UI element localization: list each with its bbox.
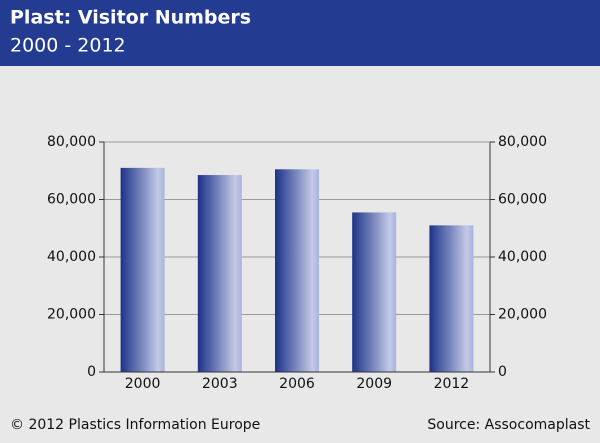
footer-right: Source: Assocomaplast [427,417,590,433]
bar [352,212,397,372]
bar [429,225,474,372]
x-tick-label: 2009 [356,376,392,392]
footer-left: © 2012 Plastics Information Europe [10,417,260,433]
y2-tick-label: 60,000 [498,192,547,208]
bar [120,167,165,372]
bar [274,169,320,372]
y-tick-label: 40,000 [47,249,96,265]
y-tick-label: 60,000 [47,192,96,208]
chart-title: Plast: Visitor Numbers [10,7,251,29]
bar [197,175,242,372]
y2-tick-label: 40,000 [498,249,547,265]
y2-tick-label: 20,000 [498,307,547,323]
x-tick-label: 2006 [279,376,315,392]
chart-subtitle: 2000 - 2012 [10,35,126,57]
x-tick-label: 2003 [202,376,238,392]
x-tick-label: 2012 [434,376,470,392]
y2-tick-label: 0 [498,364,507,380]
y-tick-label: 20,000 [47,307,96,323]
header-band [0,0,600,66]
x-tick-label: 2000 [125,376,161,392]
y2-tick-label: 80,000 [498,134,547,150]
y-tick-label: 0 [87,364,96,380]
y-tick-label: 80,000 [47,134,96,150]
